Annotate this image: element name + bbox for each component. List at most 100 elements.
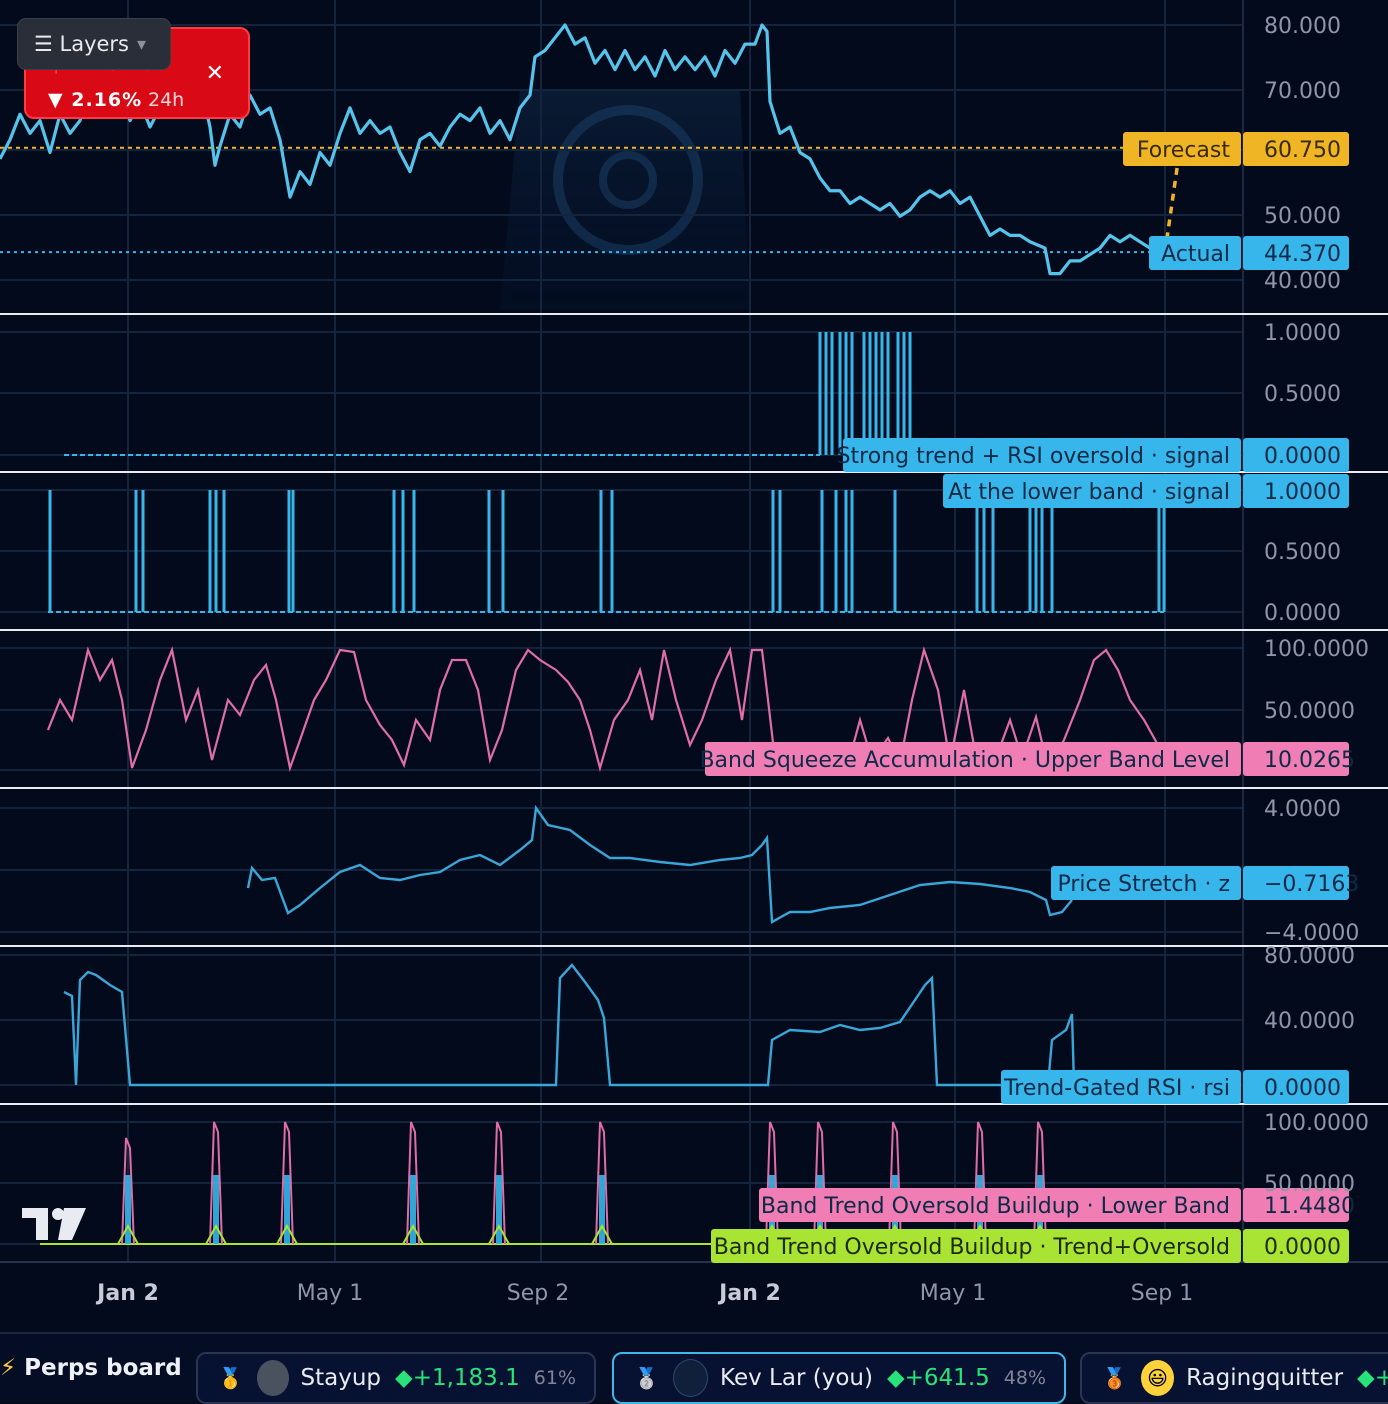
price-axis-label: 0.5000 (1264, 540, 1341, 565)
series-value-label: 0.0000 (1264, 1076, 1341, 1101)
series-value-label: 60.750 (1264, 138, 1341, 163)
entry-pnl: ◆+1,183.1 (395, 1365, 520, 1391)
leaderboard-entry[interactable]: 🥇 Stayup ◆+1,183.1 61% (196, 1352, 596, 1404)
lower-band-spike (280, 1121, 294, 1245)
price-axis[interactable]: 80.000 70.000 50.000 40.000 1.0000 0.5000 0.50… (1264, 14, 1369, 1197)
chart-area[interactable]: Forecast 60.750 Actual 44.370 Strong trend +… (0, 0, 1388, 1330)
series-value-label: 10.0265 (1264, 748, 1355, 773)
price-axis-label: 80.0000 (1264, 944, 1355, 969)
trend-oversold-bump (402, 1223, 424, 1245)
entry-pct: 61% (533, 1367, 576, 1389)
series-value-tag (1243, 866, 1349, 900)
forecast-line (1163, 147, 1182, 253)
gold-medal-icon: 🥇 (218, 1366, 243, 1390)
time-axis-label: May 1 (297, 1281, 363, 1306)
price-axis-label: 50.0000 (1264, 1172, 1355, 1197)
time-axis-label: May 1 (920, 1281, 986, 1306)
price-axis-label: 40.0000 (1264, 1009, 1355, 1034)
watermark-emblem (500, 90, 750, 310)
price-axis-label: 70.000 (1264, 79, 1341, 104)
series-value-label: −0.7163 (1264, 872, 1359, 897)
layers-label: ☰ Layers (34, 32, 129, 56)
series-value-label: 1.0000 (1264, 480, 1341, 505)
trend-oversold-bump (205, 1223, 227, 1245)
series-tag-label: Trend-Gated RSI · rsi (1003, 1076, 1230, 1101)
entry-username: Stayup (300, 1365, 382, 1391)
price-axis-label: −4.0000 (1264, 921, 1359, 946)
series-tag-label: Band Trend Oversold Buildup · Lower Band (761, 1194, 1230, 1219)
series-tag-label: Forecast (1137, 138, 1230, 163)
layers-button[interactable]: ☰ Layers ▾ (17, 18, 171, 70)
price-axis-label: 40.000 (1264, 269, 1341, 294)
chevron-down-icon: ▾ (137, 33, 147, 55)
price-axis-label: 4.0000 (1264, 797, 1341, 822)
series-value-tag (1243, 1188, 1349, 1222)
perps-board-bar: ⚡ Perps board 🥇 Stayup ◆+1,183.1 61% 🥈 K… (0, 1332, 1388, 1404)
price-axis-label: 100.0000 (1264, 637, 1369, 662)
ticker-change: ▼ 2.16% (48, 89, 143, 111)
buildup-bar (599, 1175, 605, 1244)
entry-pnl: ◆+641.5 (886, 1365, 990, 1391)
series-value-tag (1243, 1070, 1349, 1104)
trend-oversold-bump (117, 1223, 139, 1245)
series-value-label: 0.0000 (1264, 444, 1341, 469)
trend-oversold-bump (591, 1223, 613, 1245)
series-value-label: 44.370 (1264, 242, 1341, 267)
bolt-icon: ⚡ (0, 1355, 17, 1381)
trend-oversold-bump (276, 1223, 298, 1245)
series-tag (1149, 236, 1241, 270)
series-value-tag (1243, 438, 1349, 472)
price-axis-label: 50.0000 (1264, 699, 1355, 724)
time-axis-label: Sep 2 (507, 1281, 569, 1306)
series-value-tag (1243, 1229, 1349, 1263)
series-tag (1123, 132, 1241, 166)
time-axis-label: Sep 1 (1131, 1281, 1193, 1306)
price-axis-label: 80.000 (1264, 14, 1341, 39)
series-tag (1001, 1070, 1241, 1104)
series-tag-label: Band Trend Oversold Buildup · Trend+Over… (714, 1235, 1230, 1260)
price-axis-label: 100.0000 (1264, 1111, 1369, 1136)
buildup-bar (284, 1175, 290, 1244)
series-value-tag (1243, 474, 1349, 508)
perps-board-label: Perps board (24, 1355, 182, 1381)
lower-band-spike (595, 1121, 609, 1245)
series-tag (843, 438, 1241, 472)
price-axis-label: 50.000 (1264, 204, 1341, 229)
price-axis-label: 0.5000 (1264, 382, 1341, 407)
avatar (672, 1359, 709, 1397)
series-value-tag (1243, 236, 1349, 270)
close-icon[interactable]: ✕ (205, 61, 224, 86)
perps-board-title[interactable]: ⚡ Perps board (0, 1334, 182, 1402)
buildup-bar (410, 1175, 416, 1244)
series-tag (1051, 866, 1241, 900)
entry-pnl: ◆+ (1357, 1365, 1388, 1391)
price-stretch-line (246, 804, 1073, 924)
series-value-tag (1243, 742, 1349, 776)
price-axis-label: 1.0000 (1264, 321, 1341, 346)
leaderboard-entry-you[interactable]: 🥈 Kev Lar (you) ◆+641.5 48% (612, 1352, 1066, 1404)
price-axis-label: 0.0000 (1264, 601, 1341, 626)
avatar (256, 1360, 289, 1396)
buildup-bar (213, 1175, 219, 1244)
trend-oversold-bump (488, 1223, 510, 1245)
series-tag (759, 1188, 1241, 1222)
band-squeeze-line (46, 646, 1159, 773)
leaderboard-entry[interactable]: 🥉 😃 Ragingquitter ◆+ (1080, 1352, 1388, 1404)
buildup-bar (125, 1175, 131, 1244)
tradingview-logo-icon (22, 1208, 86, 1240)
ticker-period: 24h (148, 89, 185, 111)
lower-band-spike (492, 1121, 506, 1245)
entry-pct: 48% (1003, 1367, 1046, 1389)
series-tag-label: Strong trend + RSI oversold · signal (837, 444, 1230, 469)
series-tag (943, 474, 1241, 508)
lower-band-spike (209, 1121, 223, 1245)
lower-band-spike (121, 1137, 135, 1245)
lower-band-spike (406, 1121, 420, 1245)
bronze-medal-icon: 🥉 (1102, 1366, 1127, 1390)
series-tag (705, 742, 1241, 776)
series-value-tag (1243, 132, 1349, 166)
series-tag-label: Band Squeeze Accumulation · Upper Band L… (699, 748, 1230, 773)
time-axis[interactable]: Jan 2 May 1 Sep 2 Jan 2 May 1 Sep 1 (95, 1281, 1193, 1306)
value-tags: Forecast 60.750 Actual 44.370 Strong trend +… (699, 132, 1359, 1263)
entry-username: Kev Lar (you) (720, 1365, 873, 1391)
